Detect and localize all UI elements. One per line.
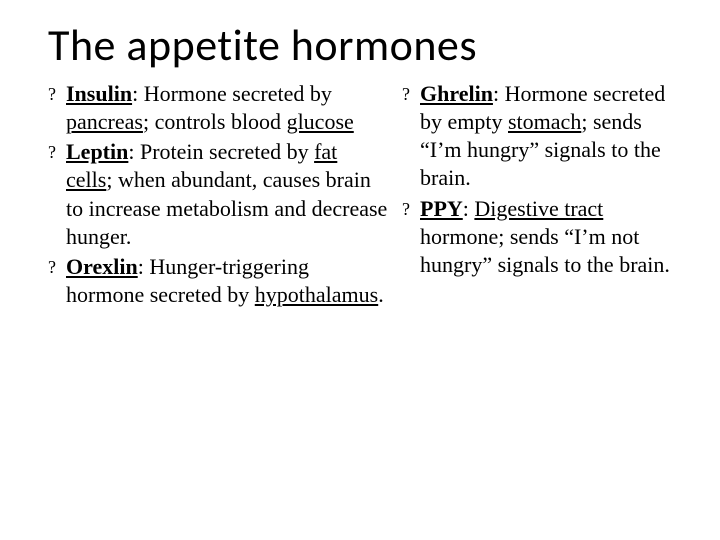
term-separator: : [463,196,475,221]
term: Leptin [66,139,128,164]
two-column-body: ?Insulin: Hormone secreted by pancreas; … [48,80,684,311]
desc-text: ; controls blood [143,109,287,134]
list-item: ?Insulin: Hormone secreted by pancreas; … [48,80,388,136]
bullet-icon: ? [48,83,66,106]
term-separator: : [128,139,140,164]
term-separator: : [132,81,144,106]
desc-text: hormone; sends “I’m not hungry” signals … [420,224,670,277]
underline-text: hypothalamus [255,282,378,307]
slide: The appetite hormones ?Insulin: Hormone … [0,0,720,540]
list-item: ?Leptin: Protein secreted by fat cells; … [48,138,388,251]
term-separator: : [493,81,505,106]
slide-title: The appetite hormones [48,18,684,72]
underline-text: glucose [287,109,354,134]
term: Orexlin [66,254,138,279]
underline-text: pancreas [66,109,143,134]
term: PPY [420,196,463,221]
desc-text: Hormone secreted by [144,81,332,106]
bullet-icon: ? [48,256,66,279]
right-column: ?Ghrelin: Hormone secreted by empty stom… [402,80,682,311]
desc-text: . [378,282,384,307]
list-item: ?PPY: Digestive tract hormone; sends “I’… [402,195,682,279]
underline-text: stomach [508,109,581,134]
desc-text: ; when abundant, causes brain to increas… [66,167,387,248]
bullet-icon: ? [402,83,420,106]
desc-text: Protein secreted by [140,139,314,164]
bullet-icon: ? [48,141,66,164]
term: Ghrelin [420,81,493,106]
list-item: ?Orexlin: Hunger-triggering hormone secr… [48,253,388,309]
left-column: ?Insulin: Hormone secreted by pancreas; … [48,80,388,311]
bullet-icon: ? [402,198,420,221]
list-item: ?Ghrelin: Hormone secreted by empty stom… [402,80,682,193]
term-separator: : [138,254,150,279]
underline-text: Digestive tract [474,196,603,221]
term: Insulin [66,81,132,106]
